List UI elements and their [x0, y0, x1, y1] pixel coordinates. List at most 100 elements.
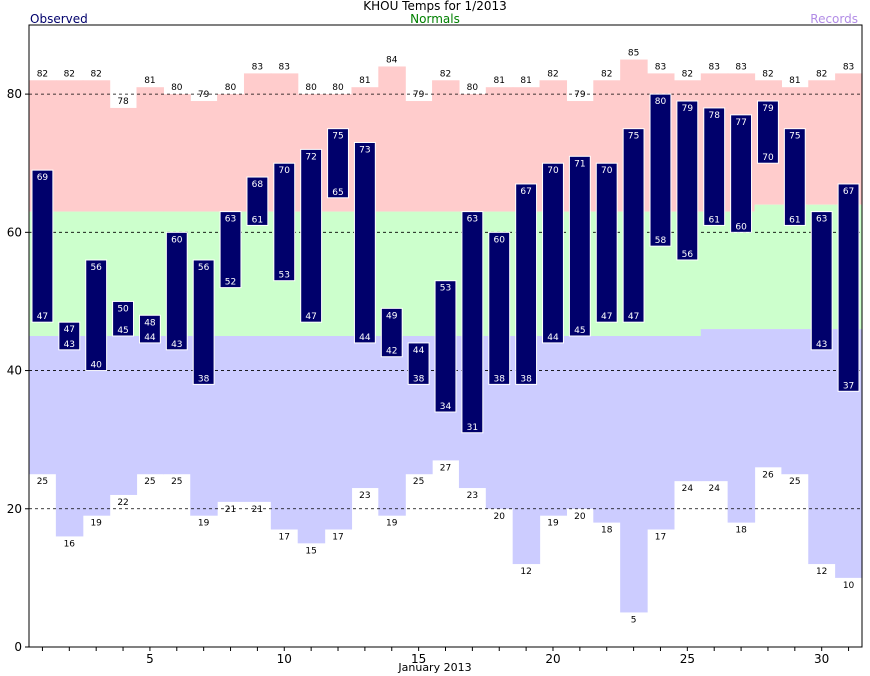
- record-high-label: 82: [762, 69, 773, 79]
- legend-records: Records: [810, 12, 858, 26]
- observed-high-label: 70: [601, 166, 613, 176]
- observed-low-label: 43: [64, 340, 75, 350]
- observed-high-label: 53: [440, 284, 451, 294]
- observed-low-label: 43: [816, 340, 827, 350]
- x-tick-label: 5: [146, 652, 154, 666]
- observed-low-label: 38: [520, 374, 532, 384]
- x-tick-label: 15: [411, 652, 426, 666]
- observed-bar: [219, 211, 242, 289]
- y-tick-label: 20: [7, 502, 22, 516]
- observed-high-label: 67: [520, 187, 531, 197]
- record-low-band: [539, 336, 568, 516]
- record-low-label: 25: [413, 477, 424, 487]
- observed-high-label: 70: [279, 166, 291, 176]
- observed-bar: [138, 314, 161, 344]
- observed-low-label: 61: [708, 215, 719, 225]
- observed-high-label: 78: [708, 111, 720, 121]
- record-low-label: 20: [494, 512, 506, 522]
- record-low-label: 25: [144, 477, 155, 487]
- observed-bar: [730, 114, 753, 233]
- observed-low-label: 31: [467, 423, 478, 433]
- record-low-label: 15: [305, 546, 316, 556]
- record-low-band: [673, 336, 702, 482]
- observed-low-label: 47: [305, 312, 316, 322]
- record-high-label: 79: [413, 90, 425, 100]
- observed-high-label: 56: [90, 263, 102, 273]
- observed-bar: [85, 259, 108, 372]
- record-low-label: 23: [467, 491, 478, 501]
- observed-bar: [622, 128, 645, 323]
- observed-low-label: 38: [413, 374, 425, 384]
- record-low-band: [163, 336, 191, 475]
- record-low-label: 19: [547, 519, 559, 529]
- record-low-label: 19: [90, 519, 102, 529]
- observed-high-label: 75: [332, 132, 343, 142]
- observed-bar: [246, 176, 269, 226]
- observed-bar: [703, 107, 726, 226]
- record-low-label: 18: [735, 526, 747, 536]
- record-low-band: [781, 329, 809, 475]
- observed-low-label: 38: [198, 374, 210, 384]
- observed-low-label: 52: [225, 278, 236, 288]
- observed-low-label: 37: [843, 381, 854, 391]
- record-high-label: 81: [520, 76, 531, 86]
- observed-low-label: 61: [789, 215, 800, 225]
- record-low-band: [727, 329, 756, 523]
- record-low-label: 19: [198, 519, 210, 529]
- observed-bar: [31, 169, 54, 323]
- record-low-band: [136, 336, 164, 475]
- observed-bar: [649, 93, 672, 247]
- observed-high-label: 68: [252, 180, 264, 190]
- observed-low-label: 42: [386, 347, 397, 357]
- record-high-label: 82: [547, 69, 558, 79]
- observed-high-label: 56: [198, 263, 210, 273]
- record-high-label: 83: [252, 62, 263, 72]
- x-tick-label: 10: [277, 652, 292, 666]
- observed-high-label: 80: [655, 97, 667, 107]
- record-high-band: [405, 101, 433, 212]
- record-high-band: [378, 66, 406, 212]
- observed-low-label: 38: [494, 374, 506, 384]
- observed-low-label: 45: [574, 326, 585, 336]
- legend-observed: Observed: [30, 12, 88, 26]
- observed-bar: [810, 211, 833, 351]
- record-low-label: 25: [37, 477, 48, 487]
- observed-high-label: 49: [386, 311, 398, 321]
- observed-bar: [353, 141, 376, 344]
- observed-bar: [434, 280, 457, 413]
- record-low-label: 23: [359, 491, 370, 501]
- observed-low-label: 44: [547, 333, 559, 343]
- record-high-label: 81: [789, 76, 800, 86]
- record-high-label: 81: [494, 76, 505, 86]
- observed-high-label: 69: [37, 173, 49, 183]
- record-high-band: [82, 80, 111, 212]
- record-high-label: 80: [467, 83, 479, 93]
- record-low-label: 17: [655, 533, 666, 543]
- record-high-label: 82: [682, 69, 693, 79]
- record-low-label: 19: [386, 519, 398, 529]
- record-low-band: [351, 336, 379, 489]
- observed-high-label: 60: [494, 235, 506, 245]
- record-low-band: [29, 336, 57, 475]
- record-high-band: [109, 107, 138, 212]
- record-low-band: [754, 329, 782, 468]
- record-low-band: [808, 329, 836, 565]
- observed-bar: [380, 307, 403, 358]
- observed-bar: [837, 183, 860, 392]
- observed-low-label: 61: [252, 215, 263, 225]
- observed-low-label: 47: [628, 312, 639, 322]
- record-high-label: 83: [843, 62, 854, 72]
- x-tick-label: 20: [545, 652, 560, 666]
- observed-high-label: 71: [574, 159, 585, 169]
- observed-high-label: 75: [789, 132, 800, 142]
- observed-bar: [568, 155, 591, 337]
- record-low-label: 24: [708, 484, 720, 494]
- record-low-band: [700, 329, 729, 482]
- record-low-label: 21: [225, 505, 236, 515]
- record-high-label: 82: [90, 69, 101, 79]
- observed-bar: [165, 231, 188, 351]
- observed-high-label: 50: [117, 304, 129, 314]
- record-low-band: [217, 336, 245, 502]
- record-low-label: 20: [574, 512, 586, 522]
- normal-range-band: [324, 211, 353, 336]
